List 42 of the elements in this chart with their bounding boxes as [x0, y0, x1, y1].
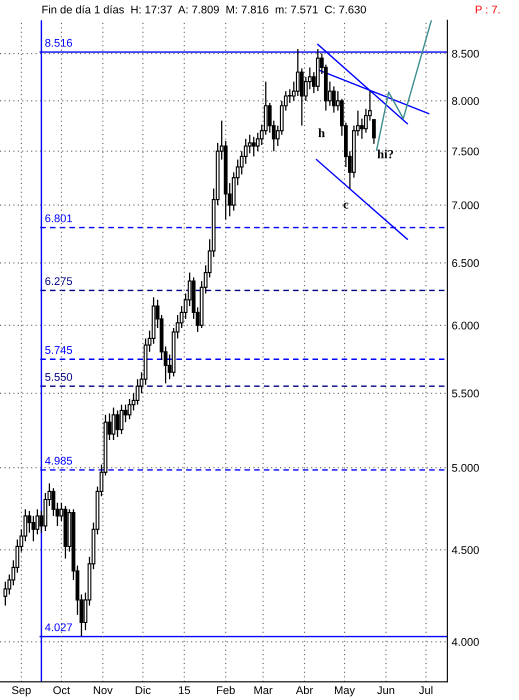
- ref-line-label: 4.985: [44, 456, 72, 465]
- ref-line-label: 4.027: [44, 623, 72, 632]
- y-tick-label: 7.500: [452, 147, 479, 156]
- x-tick-label: Dic: [136, 686, 151, 694]
- chart-title: Fin de día 1 días H: 17:37 A: 7.809 M: 7.816 m: 7.571 C: 7.630: [42, 5, 366, 14]
- candlestick: [252, 136, 256, 158]
- y-tick-label: 6.000: [452, 322, 479, 330]
- annotation: c: [344, 202, 348, 209]
- ref-line-label: 6.801: [45, 214, 72, 222]
- y-tick-label: 5.000: [452, 464, 479, 472]
- x-tick-label: May: [334, 686, 356, 696]
- x-tick-label: 15: [178, 686, 190, 694]
- x-tick-label: Sep: [12, 686, 31, 696]
- candlestick: [116, 410, 120, 438]
- candlestick: [332, 86, 336, 114]
- y-tick-label: 8.000: [452, 97, 479, 105]
- annotation: h: [318, 128, 325, 138]
- x-tick-label: Jun: [377, 686, 394, 694]
- annotation: hi?: [377, 150, 394, 158]
- x-tick-label: Nov: [94, 686, 113, 694]
- x-tick-label: Feb: [217, 686, 235, 694]
- candlestick: [31, 515, 36, 542]
- candlestick: [112, 406, 116, 441]
- x-tick-label: Oct: [53, 686, 70, 694]
- ref-line-label: 8.516: [45, 38, 72, 47]
- text: P : 7.: [476, 6, 500, 14]
- candlestick: [296, 48, 300, 97]
- candlestick: [120, 404, 124, 435]
- y-tick-label: 6.500: [452, 259, 479, 268]
- x-tick-label: Jul: [419, 686, 432, 694]
- y-tick-label: 8.500: [452, 50, 479, 58]
- ref-line-label: 5.745: [45, 346, 72, 354]
- y-tick-label: 5.500: [452, 390, 479, 398]
- ref-line-label: 6.275: [45, 277, 72, 286]
- line-series: [376, 20, 432, 151]
- y-tick-label: 7.000: [452, 201, 479, 210]
- x-tick-label: Abr: [296, 686, 313, 694]
- candlestick: [360, 118, 364, 140]
- ref-line-label: 5.550: [45, 373, 72, 381]
- x-tick-label: Mar: [254, 686, 272, 694]
- y-tick-label: 4.500: [452, 546, 479, 554]
- y-tick-label: 4.000: [452, 638, 479, 646]
